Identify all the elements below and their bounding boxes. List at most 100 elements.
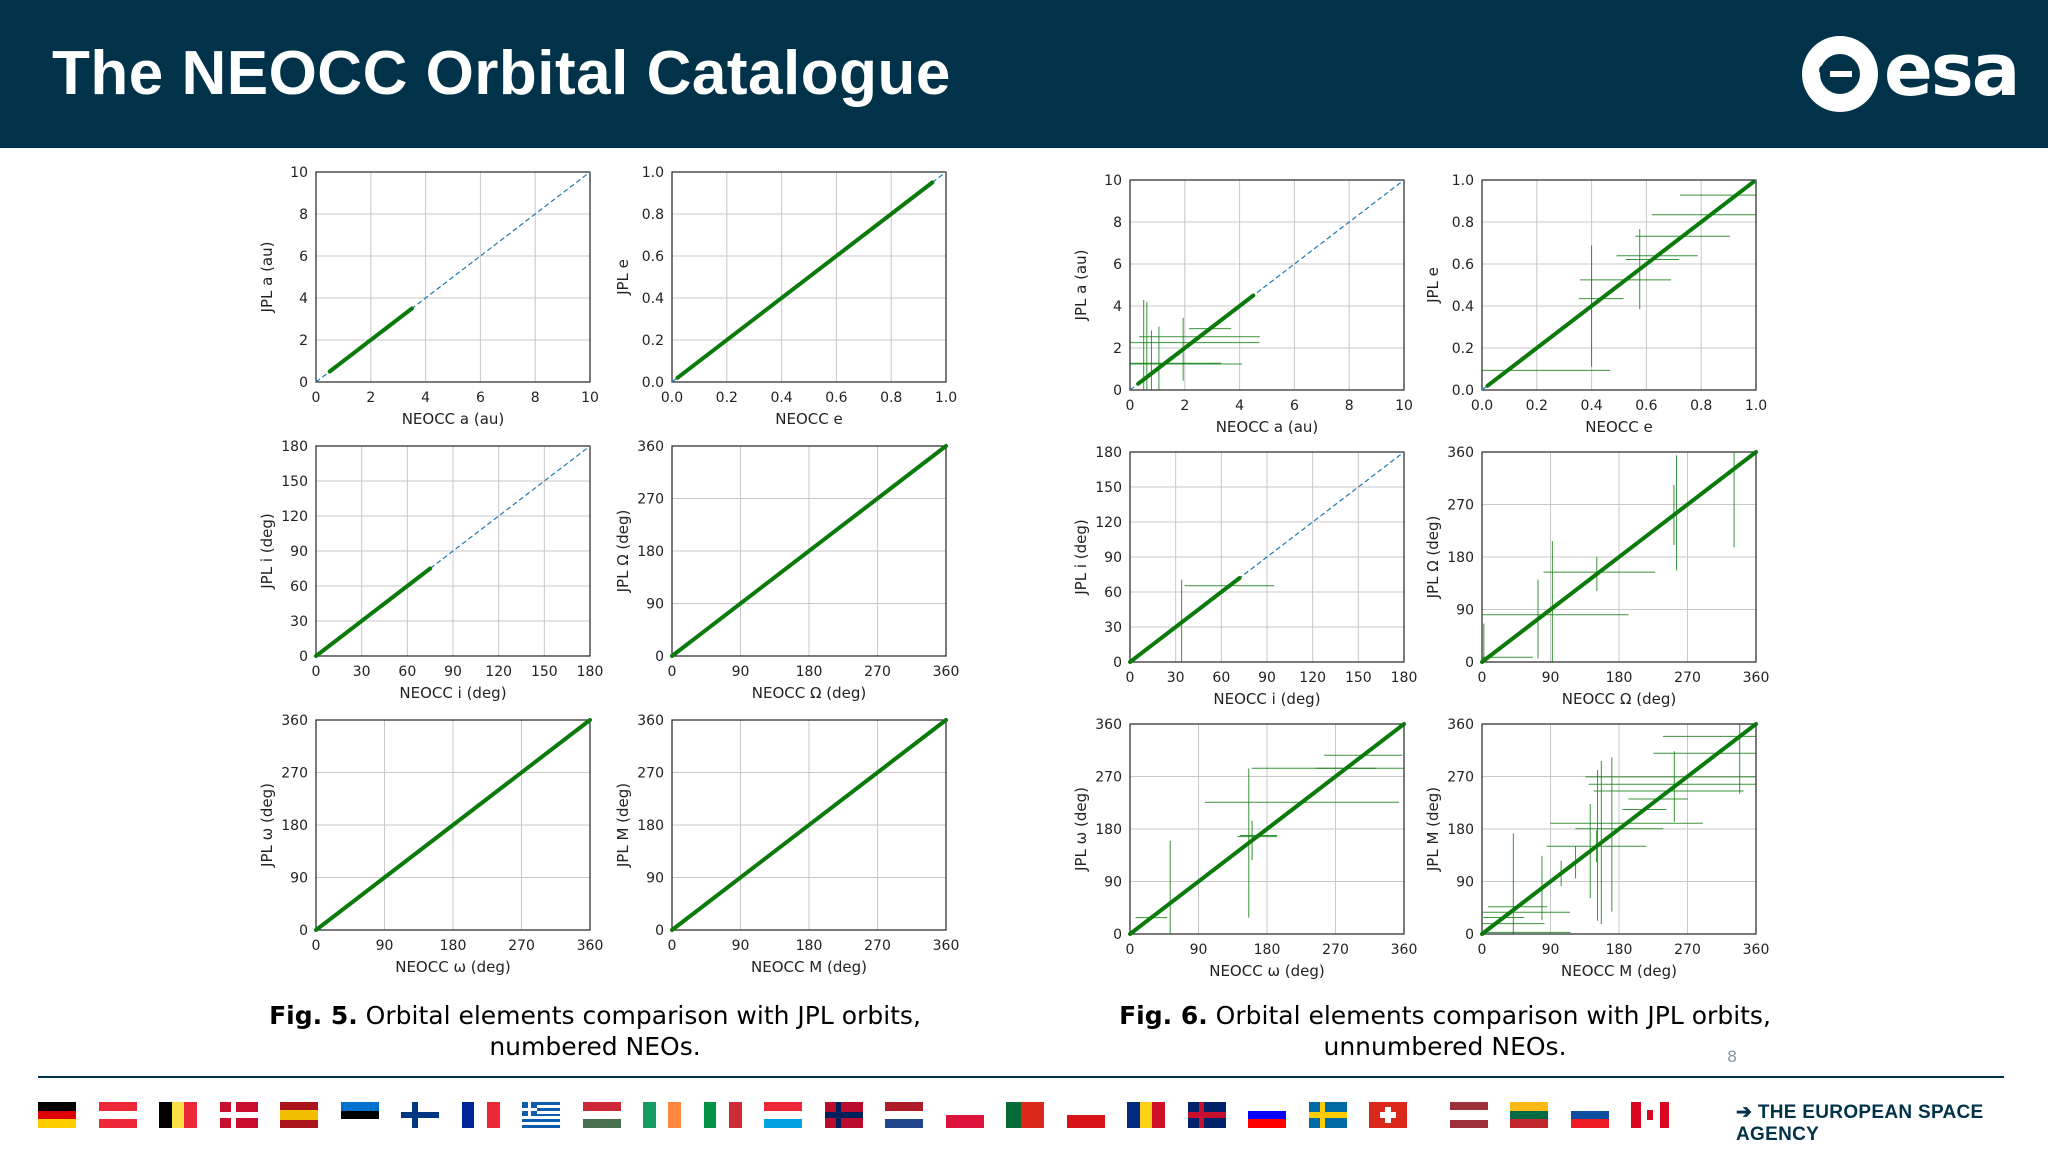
flag-ireland-icon [643,1102,681,1128]
chart9-ytick-label: 120 [1095,515,1122,531]
chart7-ytick-label: 2 [1113,341,1122,357]
chart9-ylabel: JPL i (deg) [1072,519,1090,596]
chart1-xtick-label: 6 [476,390,485,406]
chart6-xtick-label: 270 [864,938,891,954]
chart12-xlabel: NEOCC M (deg) [1561,962,1677,980]
chart4-frame [671,445,947,657]
chart8-xtick-label: 0.8 [1690,398,1712,414]
chart10-xtick-label: 270 [1674,670,1701,686]
chart7-xtick-label: 8 [1345,398,1354,414]
chart3-xtick-label: 120 [485,664,512,680]
chart4-xlabel: NEOCC Ω (deg) [752,684,866,702]
arrow-icon: ➔ [1736,1102,1753,1123]
chart11-ytick-label: 180 [1095,822,1122,838]
page-number: 8 [1727,1047,1738,1066]
chart5-data-series [314,718,592,932]
chart9-xtick-label: 60 [1212,670,1230,686]
chart12-ytick-label: 90 [1456,875,1474,891]
chart12-xtick-label: 180 [1606,942,1633,958]
chart9-xtick-label: 120 [1299,670,1326,686]
flag-greece-icon [522,1102,560,1128]
chart11-xtick-label: 270 [1322,942,1349,958]
chart1-ytick-label: 6 [299,249,308,265]
chart7-ytick-label: 8 [1113,215,1122,231]
chart10-xlabel: NEOCC Ω (deg) [1562,690,1676,708]
chart5-ylabel: JPL ω (deg) [258,783,276,868]
chart2-ytick-label: 0.4 [642,291,664,307]
chart2-ytick-label: 0.2 [642,333,664,349]
chart9-ytick-label: 90 [1104,550,1122,566]
chart10-xtick-label: 360 [1743,670,1770,686]
chart4-ytick-label: 270 [637,492,664,508]
fig6-caption-line1: Orbital elements comparison with JPL orb… [1215,1001,1771,1030]
chart12-ytick-label: 360 [1447,717,1474,733]
chart4-ytick-label: 180 [637,544,664,560]
flag-romania-icon [1127,1102,1165,1128]
chart9-data-series [1128,576,1242,664]
flag-slovenia-icon [1248,1102,1286,1128]
esa-logo-icon [1802,36,1878,112]
chart9-xlabel: NEOCC i (deg) [1213,690,1320,708]
chart2-xtick-label: 0.8 [880,390,902,406]
chart7-data-series [1136,293,1256,386]
chart9-xtick-label: 30 [1167,670,1185,686]
chart11-xtick-label: 90 [1190,942,1208,958]
chart10-xtick-label: 0 [1478,670,1487,686]
chart3-ylabel: JPL i (deg) [258,513,276,590]
chart5-xtick-label: 90 [376,938,394,954]
chart11-xlabel: NEOCC ω (deg) [1209,962,1325,980]
chart4-data-series [670,444,948,658]
chart3-ytick-label: 120 [281,509,308,525]
chart1-ytick-label: 8 [299,207,308,223]
chart6-xtick-label: 180 [796,938,823,954]
chart2-ytick-label: 1.0 [642,165,664,181]
chart3-data-series [314,566,433,658]
chart7-xtick-label: 6 [1290,398,1299,414]
chart11-ytick-label: 360 [1095,717,1122,733]
chart7-frame [1129,179,1405,391]
chart3-xtick-label: 150 [531,664,558,680]
chart6-ylabel: JPL M (deg) [614,783,632,868]
chart6-xtick-label: 90 [732,938,750,954]
flag-slovakia-icon [1570,1102,1609,1128]
chart3-ytick-label: 150 [281,474,308,490]
chart6-xtick-label: 360 [933,938,960,954]
chart5-ytick-label: 90 [290,871,308,887]
chart12-ytick-label: 0 [1465,927,1474,943]
chart1-ytick-label: 4 [299,291,308,307]
flag-austria-icon [98,1102,137,1128]
flag-france-icon [461,1102,500,1128]
chart4-ytick-label: 90 [646,597,664,613]
chart6-ytick-label: 360 [637,713,664,729]
chart7-ylabel: JPL a (au) [1072,250,1090,322]
flag-portugal-icon [1006,1102,1044,1128]
flag-netherlands-icon [885,1102,923,1128]
chart1-xlabel: NEOCC a (au) [402,410,505,428]
chart3-xtick-label: 90 [444,664,462,680]
chart5-xtick-label: 180 [440,938,467,954]
chart1-xtick-label: 0 [312,390,321,406]
chart11-ytick-label: 0 [1113,927,1122,943]
chart8-ytick-label: 0.4 [1452,299,1474,315]
flag-uk-icon [1187,1102,1226,1128]
chart8-ytick-label: 0.2 [1452,341,1474,357]
chart3-xtick-label: 60 [398,664,416,680]
chart8-xtick-label: 0.0 [1471,398,1493,414]
chart10-ytick-label: 270 [1447,498,1474,514]
fig5-caption-label: Fig. 5. [269,1001,358,1030]
chart3-ytick-label: 90 [290,544,308,560]
chart4-xtick-label: 90 [732,664,750,680]
chart1-xtick-label: 2 [366,390,375,406]
chart1-data-series [327,306,414,374]
chart4-xtick-label: 360 [933,664,960,680]
chart1-ytick-label: 2 [299,333,308,349]
flag-norway-icon [824,1102,863,1128]
esa-logo-text: esa [1884,28,2020,112]
chart5-frame [315,719,591,931]
flag-denmark-icon [219,1102,258,1128]
chart6-ytick-label: 270 [637,766,664,782]
chart6-data-series [670,718,948,932]
chart1-ytick-label: 10 [290,165,308,181]
chart2-ylabel: JPL e [614,259,632,296]
chart7-xtick-label: 4 [1235,398,1244,414]
